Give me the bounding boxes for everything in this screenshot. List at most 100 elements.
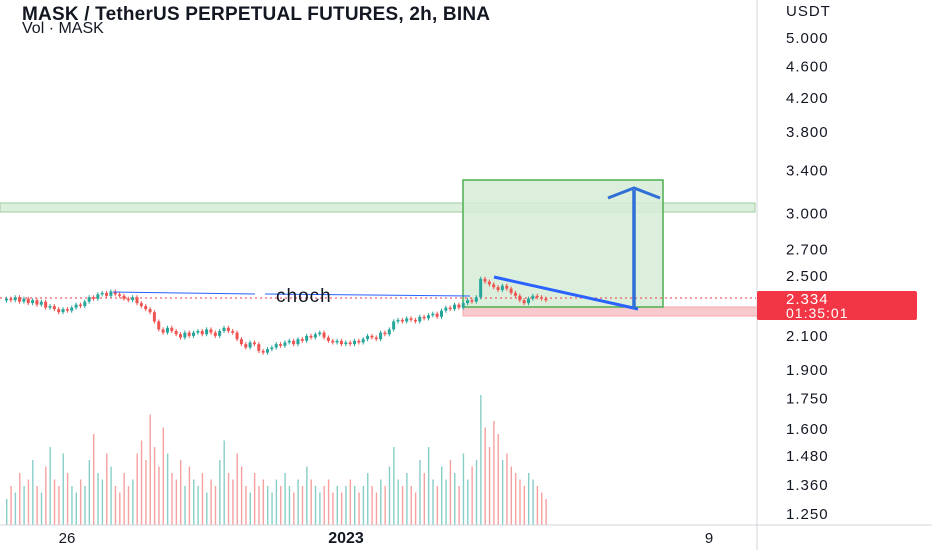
candle-body (509, 288, 513, 293)
candles (5, 276, 548, 355)
candle-body (383, 332, 387, 335)
candle-body (70, 307, 74, 311)
volume-bar (484, 427, 486, 525)
volume-bar (262, 479, 265, 525)
volume-bar (101, 479, 104, 525)
volume-bar (206, 492, 208, 525)
candle-body (235, 332, 239, 340)
volume-bar (79, 479, 82, 525)
candle-body (535, 295, 539, 298)
volume-bar (371, 486, 373, 525)
volume-bar (10, 486, 12, 525)
candle-body (165, 327, 169, 333)
choch-line-left[interactable] (112, 291, 256, 295)
price-tick-label: 3.800 (786, 124, 829, 141)
candle-body (466, 300, 470, 304)
volume-bar (514, 473, 517, 525)
volume-bar (454, 473, 456, 525)
descending-trend-line[interactable] (493, 275, 639, 311)
volume-bar (388, 466, 391, 525)
candle-body (152, 312, 156, 322)
volume-bar (367, 473, 369, 525)
price-tick-label: 2.700 (786, 242, 829, 259)
candle-body (531, 295, 535, 299)
current-price-tag (757, 291, 917, 320)
volume-bar (480, 395, 482, 525)
candle-body (448, 307, 452, 310)
volume-bar (449, 460, 452, 525)
volume-bar (467, 479, 469, 525)
volume-bar (75, 492, 77, 525)
candle-body (505, 285, 509, 289)
candle-body (292, 340, 296, 345)
candle-body (418, 316, 422, 322)
candle-body (113, 291, 117, 295)
candle-body (522, 300, 526, 304)
volume-bar (153, 447, 156, 525)
volume-indicator-label[interactable]: Vol · MASK (22, 20, 104, 37)
volume-bar (271, 492, 273, 525)
volume-bar (219, 460, 221, 525)
price-axis-currency[interactable]: USDT (786, 3, 831, 20)
candle-body (335, 340, 339, 343)
volume-bar (432, 479, 434, 525)
candle-body (44, 301, 48, 308)
volume-bar (253, 473, 256, 525)
volume-bar (532, 479, 534, 525)
candle-body (296, 339, 300, 345)
candle-body (413, 319, 417, 322)
candle-body (513, 292, 517, 296)
volume-bar (510, 466, 512, 525)
candle-body (379, 332, 383, 340)
candle-body (331, 340, 335, 343)
volume-bar (314, 486, 317, 525)
resistance-band (0, 202, 756, 213)
time-tick-2023: 2023 (328, 530, 364, 547)
price-tick-label: 3.000 (786, 205, 829, 222)
volume-bar (19, 473, 21, 525)
candle-body (274, 344, 278, 348)
volume-bar (354, 486, 356, 525)
candle-body (300, 339, 304, 341)
volume-bar (210, 479, 212, 525)
volume-bar (214, 486, 217, 525)
volume-bar (284, 473, 286, 525)
volume-bar (97, 473, 99, 525)
volume-bar (497, 434, 499, 525)
price-tick-label: 2.100 (786, 328, 829, 345)
price-tick-label: 1.250 (786, 506, 829, 523)
volume-bar (493, 421, 495, 525)
candle-body (26, 298, 30, 304)
candle-body (283, 342, 287, 346)
candle-body (92, 297, 95, 299)
candle-body (39, 301, 43, 305)
choch-line-right[interactable] (264, 293, 471, 297)
volume-bar (249, 492, 251, 525)
candle-body (5, 298, 8, 301)
volume-bar (306, 466, 308, 525)
target-zone[interactable] (462, 179, 664, 308)
volume-bar (384, 486, 386, 525)
volume-bar (162, 427, 164, 525)
candle-body (487, 281, 491, 285)
candle-body (318, 332, 322, 335)
volume-bar (349, 479, 352, 525)
candle-body (374, 337, 378, 340)
volume-bar (462, 453, 465, 525)
volume-bar (528, 473, 530, 525)
candle-body (126, 298, 130, 301)
volume-bar (375, 492, 378, 525)
candle-body (135, 297, 139, 304)
price-axis[interactable]: 1.250 1.360 1.480 1.600 1.750 1.900 2.100 2.500… (786, 30, 829, 523)
candle-body (483, 278, 487, 282)
candle-body (435, 313, 439, 317)
candle-body (157, 321, 161, 330)
candle-body (426, 315, 430, 319)
volume-bar (245, 486, 247, 525)
volume-bar (327, 479, 330, 525)
price-tick-label: 5.000 (786, 30, 829, 47)
candle-body (57, 309, 61, 313)
volume-bar (423, 473, 425, 525)
candle-body (461, 303, 465, 308)
